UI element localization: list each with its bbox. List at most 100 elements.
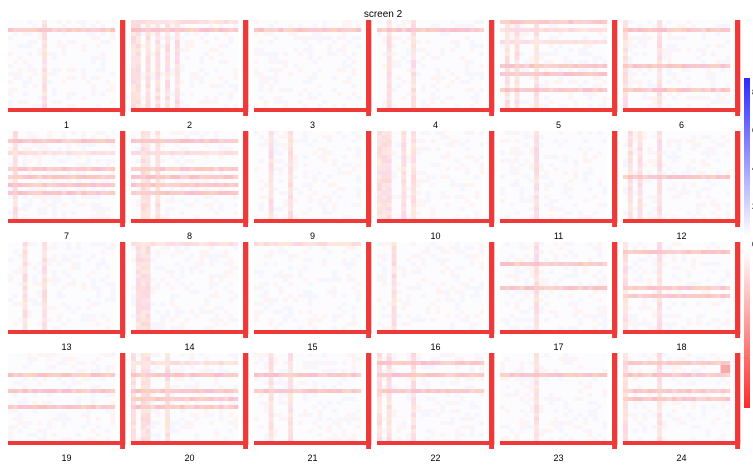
heatmap-cell xyxy=(377,44,383,49)
heatmap-cell xyxy=(233,191,239,196)
heatmap-cell xyxy=(504,40,511,45)
heatmap-cell xyxy=(204,88,210,93)
heatmap-cell xyxy=(27,147,33,152)
heatmap-cell xyxy=(56,48,62,53)
heatmap-cell xyxy=(322,76,328,81)
heatmap-cell xyxy=(381,44,388,49)
heatmap-cell xyxy=(258,187,265,192)
heatmap-cell xyxy=(61,40,67,45)
heatmap-cell xyxy=(539,36,545,41)
heatmap-cell xyxy=(406,40,412,45)
heatmap-cell xyxy=(223,44,229,49)
heatmap-cell xyxy=(504,36,511,41)
heatmap-cell xyxy=(56,203,62,208)
heatmap-cell xyxy=(401,52,407,57)
heatmap-cell xyxy=(464,28,470,33)
heatmap-cell xyxy=(47,24,53,29)
heatmap-cell xyxy=(411,52,417,57)
heatmap-cell xyxy=(312,167,318,172)
panel-label: 3 xyxy=(310,120,315,130)
heatmap-cell xyxy=(17,211,23,216)
heatmap-cell xyxy=(204,20,210,25)
heatmap-cell xyxy=(479,92,485,97)
heatmap-cell xyxy=(233,175,239,180)
heatmap-cell xyxy=(278,68,284,73)
heatmap-cell xyxy=(51,92,58,97)
heatmap-cell xyxy=(32,211,38,216)
heatmap-cell xyxy=(568,88,574,93)
heatmap-cell xyxy=(647,68,653,73)
heatmap-cell xyxy=(165,48,171,53)
heatmap-cell xyxy=(165,203,171,208)
heatmap-cell xyxy=(430,56,436,61)
heatmap-cell xyxy=(312,88,318,93)
heatmap-cell xyxy=(671,104,677,109)
heatmap-cell xyxy=(8,183,14,188)
heatmap-cell xyxy=(66,215,72,220)
heatmap-cell xyxy=(233,32,239,37)
heatmap-cell xyxy=(140,64,146,69)
heatmap-cell xyxy=(425,60,431,65)
heatmap-cell xyxy=(632,28,638,33)
heatmap-cell xyxy=(592,24,598,29)
heatmap-cell xyxy=(8,179,14,184)
heatmap-cell xyxy=(356,84,362,89)
heatmap-cell xyxy=(86,84,92,89)
heatmap-cell xyxy=(51,215,58,220)
heatmap-cell xyxy=(411,68,417,73)
heatmap-cell xyxy=(710,92,716,97)
heatmap-cell xyxy=(691,40,697,45)
heatmap-cell xyxy=(705,44,712,49)
heatmap-panel-7: 7 xyxy=(8,131,126,241)
heatmap-cell xyxy=(160,207,166,212)
heatmap-cell xyxy=(71,28,77,33)
heatmap-cell xyxy=(377,72,383,77)
heatmap-cell xyxy=(145,20,151,25)
heatmap-cell xyxy=(150,72,156,77)
heatmap-cell xyxy=(623,24,629,29)
heatmap-cell xyxy=(47,143,53,148)
heatmap-cell xyxy=(17,68,23,73)
heatmap-cell xyxy=(22,203,28,208)
heatmap-cell xyxy=(42,159,48,164)
heatmap-cell xyxy=(676,32,682,37)
heatmap-cell xyxy=(500,84,506,89)
heatmap-cell xyxy=(8,211,14,216)
heatmap-cell xyxy=(450,64,456,69)
heatmap-cell xyxy=(145,199,151,204)
heatmap-cell xyxy=(37,195,43,200)
heatmap-cell xyxy=(145,175,151,180)
heatmap-cell xyxy=(341,92,347,97)
heatmap-cell xyxy=(657,68,663,73)
heatmap-cell xyxy=(341,52,347,57)
heatmap-cell xyxy=(592,68,598,73)
heatmap-cell xyxy=(327,131,333,136)
heatmap-cell xyxy=(71,143,77,148)
heatmap-cell xyxy=(160,143,166,148)
heatmap-cell xyxy=(602,52,608,57)
heatmap-cell xyxy=(356,56,362,61)
heatmap-cell xyxy=(469,84,475,89)
heatmap-cell xyxy=(307,155,313,160)
heatmap-cell xyxy=(189,112,195,117)
heatmap-cell xyxy=(223,195,229,200)
heatmap-cell xyxy=(647,52,653,57)
heatmap-cell xyxy=(411,24,417,29)
heatmap-cell xyxy=(268,96,274,101)
heatmap-cell xyxy=(524,48,530,53)
heatmap-cell xyxy=(184,84,190,89)
heatmap-cell xyxy=(135,155,142,160)
heatmap-cell xyxy=(56,175,62,180)
heatmap-cell xyxy=(322,139,328,144)
heatmap-cell xyxy=(76,60,82,65)
heatmap-cell xyxy=(263,56,269,61)
heatmap-cell xyxy=(529,24,535,29)
heatmap-cell xyxy=(464,20,470,25)
heatmap-cell xyxy=(341,167,347,172)
heatmap-cell xyxy=(145,179,151,184)
heatmap-cell xyxy=(401,28,407,33)
heatmap-cell xyxy=(12,207,19,212)
heatmap-cell xyxy=(199,76,205,81)
heatmap-cell xyxy=(720,24,726,29)
heatmap-cell xyxy=(632,92,638,97)
